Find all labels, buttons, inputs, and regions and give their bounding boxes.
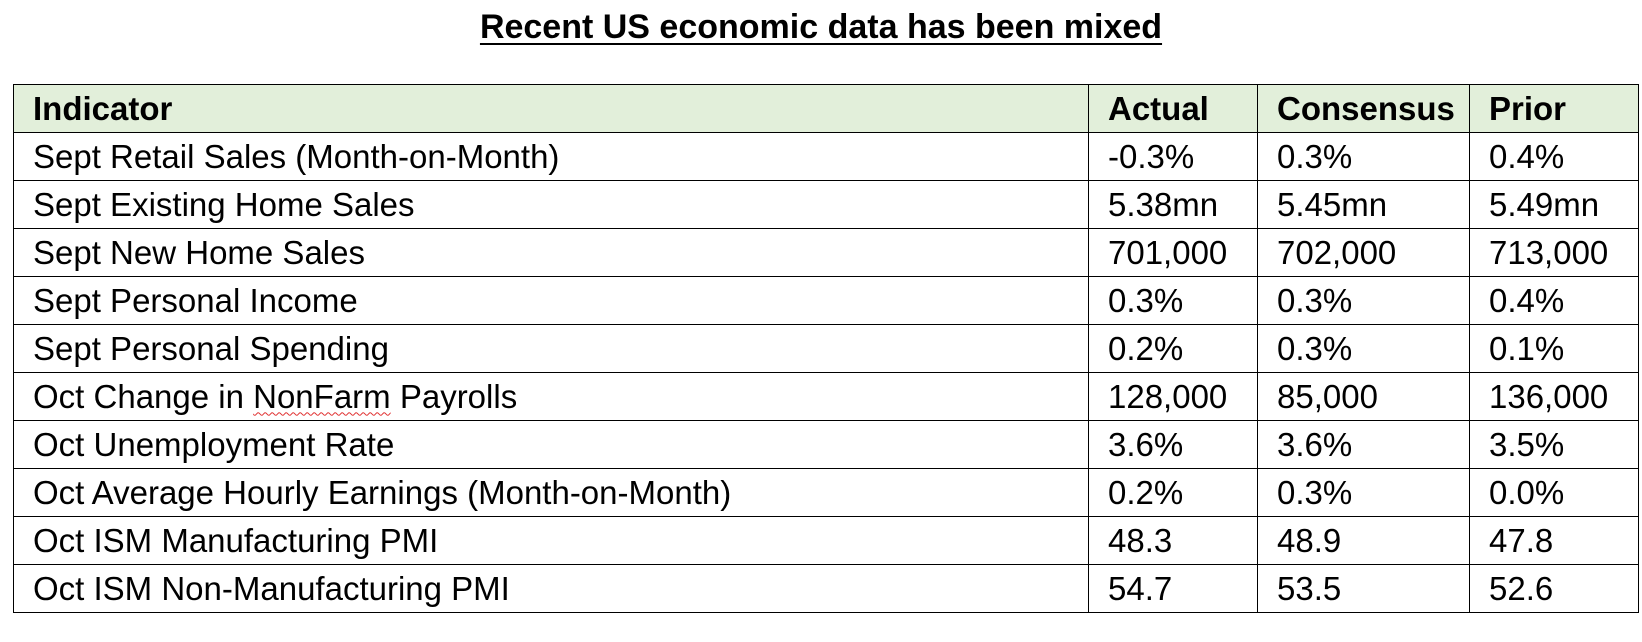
prior-cell: 713,000 <box>1469 228 1639 277</box>
consensus-cell: 3.6% <box>1257 420 1470 469</box>
consensus-cell: 0.3% <box>1257 468 1470 517</box>
indicator-cell: Sept Existing Home Sales <box>13 180 1089 229</box>
page-title: Recent US economic data has been mixed <box>479 8 1163 46</box>
prior-cell: 0.4% <box>1469 132 1639 181</box>
table-row: Oct Change in NonFarm Payrolls 128,000 8… <box>13 372 1639 421</box>
indicator-cell: Sept New Home Sales <box>13 228 1089 277</box>
header-actual: Actual <box>1088 84 1258 133</box>
consensus-cell: 53.5 <box>1257 564 1470 613</box>
actual-cell: 48.3 <box>1088 516 1258 565</box>
indicator-cell: Oct Average Hourly Earnings (Month-on-Mo… <box>13 468 1089 517</box>
actual-cell: -0.3% <box>1088 132 1258 181</box>
actual-cell: 3.6% <box>1088 420 1258 469</box>
table-row: Oct Unemployment Rate 3.6% 3.6% 3.5% <box>13 420 1639 469</box>
actual-cell: 54.7 <box>1088 564 1258 613</box>
actual-cell: 128,000 <box>1088 372 1258 421</box>
table-header-row: Indicator Actual Consensus Prior <box>13 84 1639 133</box>
header-prior: Prior <box>1469 84 1639 133</box>
actual-cell: 0.2% <box>1088 324 1258 373</box>
prior-cell: 0.0% <box>1469 468 1639 517</box>
consensus-cell: 48.9 <box>1257 516 1470 565</box>
table-row: Sept Existing Home Sales 5.38mn 5.45mn 5… <box>13 180 1639 229</box>
indicator-cell: Sept Personal Spending <box>13 324 1089 373</box>
header-consensus: Consensus <box>1257 84 1470 133</box>
prior-cell: 136,000 <box>1469 372 1639 421</box>
economic-data-table: Indicator Actual Consensus Prior Sept Re… <box>13 84 1639 613</box>
indicator-cell: Sept Retail Sales (Month-on-Month) <box>13 132 1089 181</box>
indicator-cell: Oct ISM Manufacturing PMI <box>13 516 1089 565</box>
indicator-cell: Sept Personal Income <box>13 276 1089 325</box>
consensus-cell: 702,000 <box>1257 228 1470 277</box>
consensus-cell: 5.45mn <box>1257 180 1470 229</box>
prior-cell: 47.8 <box>1469 516 1639 565</box>
indicator-cell: Oct ISM Non-Manufacturing PMI <box>13 564 1089 613</box>
table-row: Sept Personal Spending 0.2% 0.3% 0.1% <box>13 324 1639 373</box>
prior-cell: 5.49mn <box>1469 180 1639 229</box>
spellcheck-flagged-word: NonFarm <box>253 377 391 415</box>
prior-cell: 52.6 <box>1469 564 1639 613</box>
table-row: Oct ISM Non-Manufacturing PMI 54.7 53.5 … <box>13 564 1639 613</box>
table-row: Oct ISM Manufacturing PMI 48.3 48.9 47.8 <box>13 516 1639 565</box>
prior-cell: 0.4% <box>1469 276 1639 325</box>
table-row: Sept Personal Income 0.3% 0.3% 0.4% <box>13 276 1639 325</box>
actual-cell: 701,000 <box>1088 228 1258 277</box>
indicator-cell: Oct Change in NonFarm Payrolls <box>13 372 1089 421</box>
consensus-cell: 85,000 <box>1257 372 1470 421</box>
consensus-cell: 0.3% <box>1257 276 1470 325</box>
prior-cell: 3.5% <box>1469 420 1639 469</box>
actual-cell: 0.2% <box>1088 468 1258 517</box>
table-row: Sept New Home Sales 701,000 702,000 713,… <box>13 228 1639 277</box>
header-indicator: Indicator <box>13 84 1089 133</box>
indicator-cell: Oct Unemployment Rate <box>13 420 1089 469</box>
prior-cell: 0.1% <box>1469 324 1639 373</box>
consensus-cell: 0.3% <box>1257 132 1470 181</box>
consensus-cell: 0.3% <box>1257 324 1470 373</box>
actual-cell: 0.3% <box>1088 276 1258 325</box>
table-row: Sept Retail Sales (Month-on-Month) -0.3%… <box>13 132 1639 181</box>
actual-cell: 5.38mn <box>1088 180 1258 229</box>
table-row: Oct Average Hourly Earnings (Month-on-Mo… <box>13 468 1639 517</box>
